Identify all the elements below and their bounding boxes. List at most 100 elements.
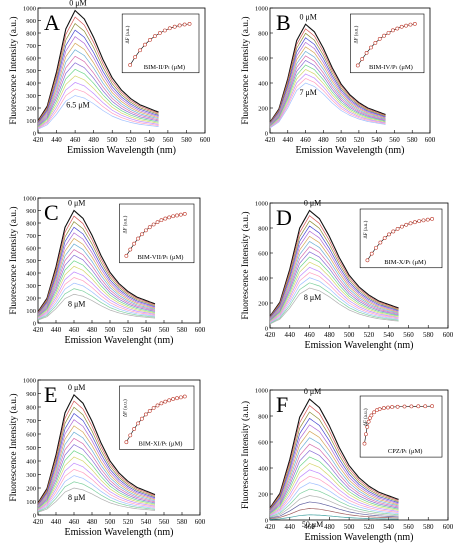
y-axis-title: Fluorescence Intensity (a.u.) (240, 16, 251, 124)
inset-data-point (369, 45, 373, 50)
inset-y-label: ΔF (a.u.) (364, 220, 369, 238)
y-tick-label: 0 (33, 513, 36, 520)
inset-data-point (157, 31, 162, 35)
x-tick-label: 420 (265, 523, 276, 531)
inset-data-point (159, 401, 164, 406)
emission-curve (269, 469, 399, 516)
emission-curve (269, 417, 399, 511)
y-tick-label: 100 (26, 308, 36, 315)
x-tick-label: 460 (69, 326, 80, 334)
y-tick-label: 800 (26, 405, 36, 412)
x-tick-label: 500 (344, 523, 355, 531)
emission-curve (269, 430, 399, 512)
inset-y-label: ΔF (a.u.) (126, 25, 131, 43)
inset-data-point (152, 34, 157, 39)
y-tick-label: 600 (258, 56, 268, 63)
emission-curve (269, 78, 386, 128)
plot-frame (269, 202, 449, 329)
y-tick-label: 200 (26, 106, 36, 113)
emission-curve (37, 265, 156, 318)
inset-y-label: ΔF (a.u.) (364, 408, 369, 426)
emission-curve (37, 462, 156, 511)
y-tick-label: 600 (26, 56, 36, 63)
inset-data-point (128, 247, 133, 252)
y-tick-label: 600 (258, 440, 268, 447)
inset-data-point (417, 219, 422, 223)
y-tick-label: 1000 (23, 196, 36, 203)
x-tick-label: 480 (324, 523, 335, 531)
x-axis-title: Emission Wavelength (nm) (305, 532, 414, 543)
x-tick-label: 440 (285, 523, 296, 531)
bottom-concentration-label: 6.5 μM (66, 101, 89, 110)
emission-curve (269, 508, 399, 520)
y-axis-title: Fluorescence Intensity (a.u.) (8, 16, 19, 124)
inset-data-point (386, 30, 391, 35)
inset-data-point (167, 215, 172, 220)
y-tick-label: 700 (26, 43, 36, 50)
x-tick-label: 580 (177, 518, 188, 526)
x-tick-label: 440 (285, 331, 296, 339)
emission-curve (269, 514, 399, 520)
inset-data-point (372, 410, 377, 415)
inset-data-point (151, 222, 156, 227)
emission-curve (37, 260, 156, 318)
y-tick-label: 100 (26, 499, 36, 506)
emission-curve (37, 406, 156, 505)
y-tick-label: 400 (258, 81, 268, 88)
emission-curve (37, 42, 159, 125)
x-tick-label: 460 (300, 136, 311, 144)
inset-data-point (138, 48, 142, 53)
emission-curve (269, 69, 386, 127)
inset-data-point (163, 399, 168, 404)
y-tick-label: 300 (26, 283, 36, 290)
x-tick-label: 460 (304, 523, 315, 531)
inset-data-point (395, 26, 400, 31)
panel-letter: C (44, 200, 59, 225)
y-tick-label: 1000 (255, 388, 268, 395)
x-tick-label: 520 (123, 326, 134, 334)
inset-data-point (155, 220, 160, 225)
y-tick-label: 0 (33, 321, 36, 328)
y-axis-title: Fluorescence Intensity (a.u.) (240, 401, 251, 509)
inset-data-point (143, 42, 147, 47)
emission-curve (37, 475, 156, 512)
inset-data-point (136, 236, 140, 241)
panel-F: 420 440 460 480 500 520 540 560 580 600 0 200 400 600… (240, 387, 454, 543)
inset-fit-line (126, 213, 185, 256)
x-tick-label: 580 (423, 523, 434, 531)
panel-C: 420 440 460 480 500 520 540 560 580 600 0 100 200 300… (8, 196, 206, 347)
emission-curve (269, 64, 386, 127)
x-tick-label: 440 (51, 326, 62, 334)
x-tick-label: 560 (403, 523, 414, 531)
bottom-concentration-label: 8 μM (304, 293, 321, 302)
inset-data-point (381, 406, 386, 410)
y-tick-label: 800 (26, 31, 36, 38)
x-tick-label: 580 (181, 136, 192, 144)
x-tick-label: 480 (87, 326, 98, 334)
panel-letter: D (276, 205, 292, 230)
y-tick-label: 0 (33, 131, 36, 138)
inset-data-point (175, 396, 179, 401)
inset-data-point (178, 395, 183, 400)
emission-curve (37, 450, 156, 509)
x-tick-label: 600 (425, 136, 436, 144)
plot-frame (269, 389, 449, 521)
emission-curve (37, 232, 156, 315)
inset-data-point (366, 419, 371, 424)
inset-data-point (390, 405, 394, 409)
inset-data-point (399, 24, 404, 29)
y-tick-label: 200 (26, 296, 36, 303)
emission-curve (269, 482, 399, 517)
emission-curve (37, 55, 159, 126)
emission-curve (37, 293, 156, 321)
inset-data-point (187, 21, 192, 26)
emission-curve (37, 36, 159, 124)
y-tick-label: 600 (258, 251, 268, 258)
inset-data-point (182, 22, 187, 27)
inset-data-point (182, 394, 187, 399)
y-tick-label: 800 (258, 226, 268, 233)
inset-data-point (423, 404, 428, 409)
inset-data-point (147, 225, 152, 230)
y-tick-label: 700 (26, 233, 36, 240)
inset-data-point (369, 251, 374, 256)
